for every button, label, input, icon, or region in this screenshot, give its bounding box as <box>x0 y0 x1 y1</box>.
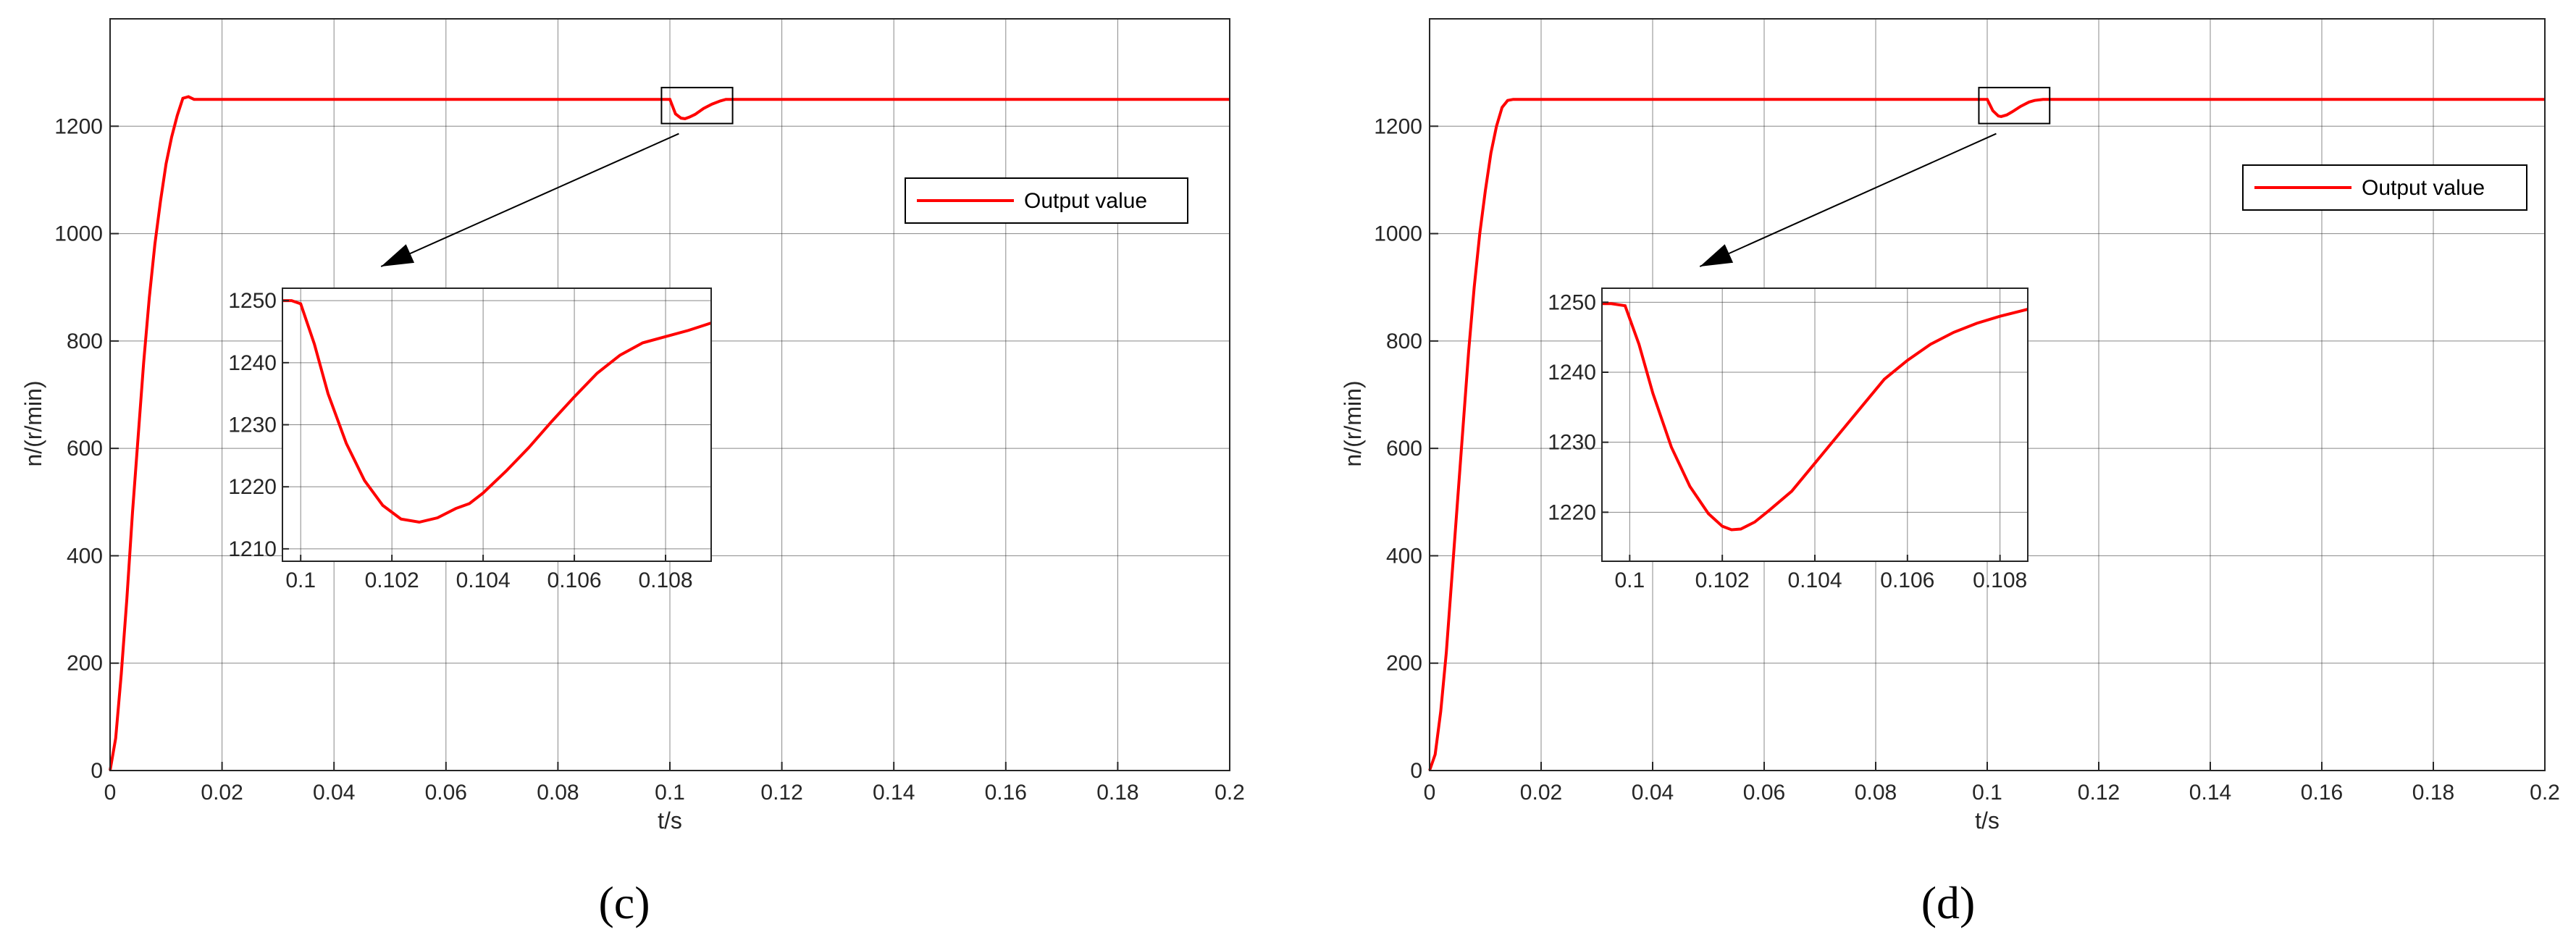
x-tick-label-5: 0.1 <box>655 781 685 805</box>
y-tick-label-4: 800 <box>67 330 103 353</box>
inset-x-tick-label-3: 0.106 <box>547 568 602 592</box>
x-tick-label-9: 0.18 <box>1096 781 1138 805</box>
chart-panel-d: 0 0.02 0.04 0.06 0.08 0.1 0.12 0.14 0.16 0.18 0.2 0… <box>1340 18 2560 928</box>
inset-y-tick-label-3: 1240 <box>228 351 277 375</box>
inset-tick-labels: 0.1 0.102 0.104 0.106 0.108 1220 1230 1240 1250 <box>1548 290 2027 592</box>
x-tick-label-6: 0.12 <box>760 781 802 805</box>
inset-x-tick-label-4: 0.108 <box>638 568 692 592</box>
inset-series-line <box>282 299 712 524</box>
x-tick-label-10: 0.2 <box>1214 781 1245 805</box>
y-tick-label-3: 600 <box>67 437 103 461</box>
inset-y-tick-label-0: 1210 <box>228 537 277 561</box>
y-tick-label-5: 1000 <box>54 222 103 246</box>
y-tick-label-4: 800 <box>1386 330 1422 353</box>
inset-series-line <box>1602 302 2029 532</box>
inset-x-tick-label-2: 0.104 <box>456 568 511 592</box>
y-tick-label-1: 200 <box>1386 652 1422 676</box>
legend-label: Output value <box>1024 189 1147 213</box>
panel-caption: (d) <box>1921 877 1976 928</box>
x-axis-label: t/s <box>658 807 682 834</box>
x-tick-label-1: 0.02 <box>201 781 243 805</box>
inset-grid <box>282 288 711 561</box>
x-tick-label-5: 0.1 <box>1972 781 2002 805</box>
inset-y-tick-label-0: 1220 <box>1548 500 1596 524</box>
legend: Output value <box>2242 164 2527 211</box>
x-tick-label-9: 0.18 <box>2412 781 2454 805</box>
y-tick-label-6: 1200 <box>1374 114 1422 138</box>
legend: Output value <box>905 177 1188 224</box>
legend-label: Output value <box>2362 176 2485 200</box>
zoom-arrow-head <box>1700 244 1734 267</box>
zoom-box <box>1978 86 2051 125</box>
y-tick-label-5: 1000 <box>1374 222 1422 246</box>
x-tick-label-3: 0.06 <box>425 781 467 805</box>
tick-labels: 0 0.02 0.04 0.06 0.08 0.1 0.12 0.14 0.16 0.18 0.2 0… <box>54 114 1245 805</box>
inset-y-tick-label-2: 1240 <box>1548 361 1596 385</box>
y-tick-label-3: 600 <box>1386 437 1422 461</box>
inset-x-tick-label-1: 0.102 <box>365 568 419 592</box>
y-tick-label-0: 0 <box>91 759 103 783</box>
y-tick-label-2: 400 <box>1386 544 1422 568</box>
x-tick-label-0: 0 <box>1424 781 1436 805</box>
inset-x-tick-label-0: 0.1 <box>1614 568 1645 592</box>
x-tick-label-4: 0.08 <box>1855 781 1897 805</box>
x-tick-label-7: 0.14 <box>2189 781 2231 805</box>
y-tick-label-0: 0 <box>1410 759 1422 783</box>
y-tick-label-6: 1200 <box>54 114 103 138</box>
y-tick-label-2: 400 <box>67 544 103 568</box>
inset-x-tick-label-4: 0.108 <box>1973 568 2027 592</box>
x-tick-label-4: 0.08 <box>537 781 579 805</box>
x-tick-label-1: 0.02 <box>1520 781 1562 805</box>
inset-y-tick-label-2: 1230 <box>228 414 277 437</box>
inset-x-tick-label-1: 0.102 <box>1695 568 1750 592</box>
inset-zoom-plot: 0.1 0.102 0.104 0.106 0.108 1220 1230 1240 1250 <box>1548 288 2029 592</box>
x-tick-label-8: 0.16 <box>2301 781 2343 805</box>
y-tick-label-1: 200 <box>67 652 103 676</box>
inset-y-tick-label-4: 1250 <box>228 289 277 313</box>
x-tick-label-0: 0 <box>104 781 117 805</box>
x-tick-label-2: 0.04 <box>1632 781 1674 805</box>
y-axis-label: n/(r/min) <box>20 380 46 466</box>
inset-x-tick-label-3: 0.106 <box>1880 568 1934 592</box>
inset-tick-labels: 0.1 0.102 0.104 0.106 0.108 1210 1220 1230 1240 1… <box>228 289 692 592</box>
inset-zoom-plot: 0.1 0.102 0.104 0.106 0.108 1210 1220 1230 1240 1… <box>228 288 712 592</box>
zoom-arrow-head <box>381 244 415 267</box>
x-tick-label-6: 0.12 <box>2078 781 2120 805</box>
inset-x-tick-label-2: 0.104 <box>1787 568 1842 592</box>
zoom-arrow <box>380 133 679 267</box>
x-tick-label-3: 0.06 <box>1743 781 1785 805</box>
series-line-output-value <box>1428 98 2545 771</box>
y-axis-label: n/(r/min) <box>1340 380 1366 466</box>
panel-caption: (c) <box>598 877 650 928</box>
zoom-arrow <box>1699 133 1997 267</box>
x-tick-label-7: 0.14 <box>873 781 915 805</box>
inset-y-tick-label-1: 1220 <box>228 475 277 499</box>
inset-grid <box>1602 288 2028 561</box>
x-tick-label-2: 0.04 <box>313 781 355 805</box>
zoom-box <box>660 86 734 125</box>
x-tick-label-8: 0.16 <box>985 781 1027 805</box>
inset-x-tick-label-0: 0.1 <box>285 568 316 592</box>
x-axis-label: t/s <box>1975 807 2000 834</box>
chart-panel-c: 0 0.02 0.04 0.06 0.08 0.1 0.12 0.14 0.16 0.18 0.2 0… <box>20 18 1245 928</box>
series-line-output-value <box>109 95 1230 771</box>
x-tick-label-10: 0.2 <box>2530 781 2560 805</box>
tick-labels: 0 0.02 0.04 0.06 0.08 0.1 0.12 0.14 0.16 0.18 0.2 0… <box>1374 114 2560 805</box>
inset-y-tick-label-1: 1230 <box>1548 431 1596 455</box>
inset-y-tick-label-3: 1250 <box>1548 290 1596 314</box>
